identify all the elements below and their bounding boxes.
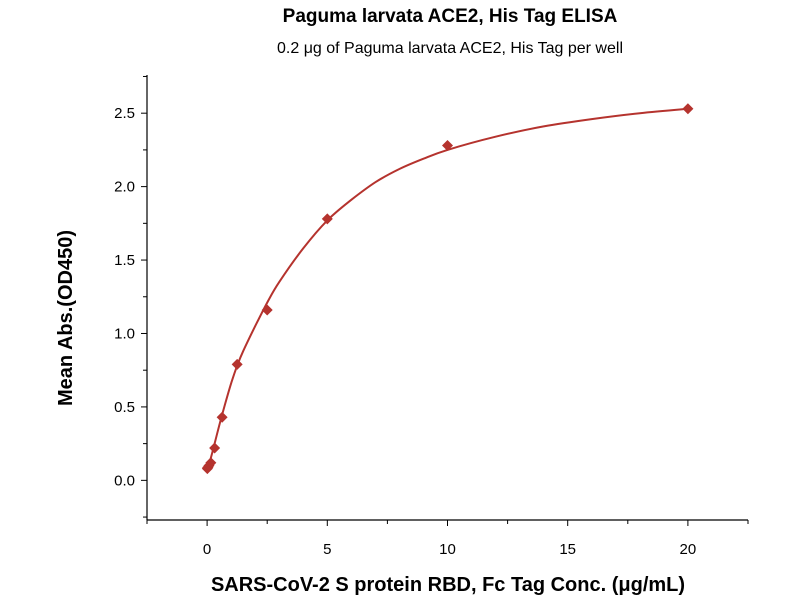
x-tick-label: 0	[203, 541, 211, 558]
y-tick-label: 2.0	[114, 179, 135, 196]
data-point	[205, 457, 217, 469]
chart-title: Paguma larvata ACE2, His Tag ELISA	[283, 6, 618, 27]
y-tick-label: 0.0	[114, 472, 135, 489]
x-tick-label: 20	[680, 541, 697, 558]
fit-curve-group	[206, 107, 688, 469]
data-point	[682, 103, 694, 115]
y-tick-label: 0.5	[114, 399, 135, 416]
x-axis-label: SARS-CoV-2 S protein RBD, Fc Tag Conc. (…	[211, 574, 685, 596]
x-tick-label: 15	[559, 541, 576, 558]
x-tick-label: 5	[323, 541, 331, 558]
y-ticks: 0.0 0.5 1.0 1.5 2.0 2.5	[114, 75, 147, 518]
data-points	[201, 103, 694, 475]
y-tick-label: 1.5	[114, 252, 135, 269]
x-ticks: 0 5 10 15 20	[146, 520, 749, 558]
chart-subtitle: 0.2 μg of Paguma larvata ACE2, His Tag p…	[277, 40, 623, 57]
data-point	[261, 304, 273, 316]
y-tick-label: 2.5	[114, 105, 135, 122]
fit-curve	[206, 107, 688, 469]
data-point	[216, 411, 228, 423]
x-tick-label: 10	[439, 541, 456, 558]
data-point	[442, 139, 453, 151]
data-point	[231, 358, 243, 370]
data-point	[209, 442, 221, 454]
data-point	[321, 213, 333, 225]
y-axis-label: Mean Abs.(OD450)	[55, 230, 77, 406]
y-tick-label: 1.0	[114, 325, 135, 342]
